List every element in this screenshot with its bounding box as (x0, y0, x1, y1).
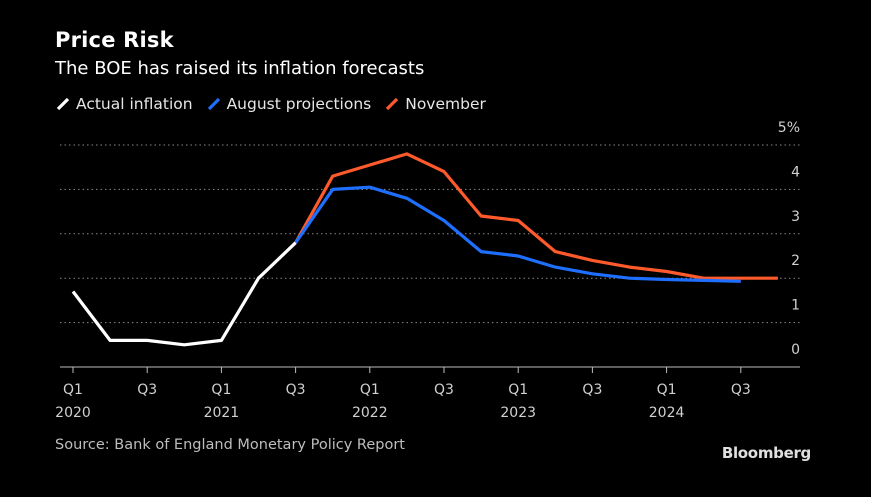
y-tick-label-0: 0 (791, 342, 800, 358)
x-tick-label-2023-Q1: Q1 (508, 382, 528, 398)
legend-swatch-november (386, 97, 399, 111)
legend-item-november: November (385, 95, 486, 113)
y-tick-label-3: 3 (791, 209, 800, 225)
chart-title: Price Risk (55, 28, 174, 52)
y-tick-label-4: 4 (791, 164, 800, 180)
x-tick-year-2020: 2020 (55, 405, 91, 421)
y-tick-label-2: 2 (791, 253, 800, 269)
legend-label-actual: Actual inflation (76, 95, 193, 113)
series-line-november (294, 152, 778, 280)
y-tick-label-5: 5% (778, 120, 800, 136)
legend-swatch-actual (56, 97, 70, 111)
legend-item-actual: Actual inflation (56, 95, 193, 113)
chart-subtitle: The BOE has raised its inflation forecas… (55, 58, 425, 79)
x-tick-year-2024: 2024 (649, 405, 685, 421)
x-tick-label-2020-Q3: Q3 (137, 382, 157, 398)
x-tick-year-2021: 2021 (204, 405, 240, 421)
chart-legend: Actual inflation August projections Nove… (56, 95, 500, 113)
source-note: Source: Bank of England Monetary Policy … (55, 437, 405, 453)
bloomberg-logo: Bloomberg (721, 444, 811, 462)
legend-swatch-august (207, 97, 220, 111)
legend-label-august: August projections (226, 95, 372, 113)
x-tick-label-2023-Q3: Q3 (582, 382, 602, 398)
series-line-actual-inflation (71, 241, 297, 347)
x-tick-label-2022-Q1: Q1 (360, 382, 380, 398)
series-line-august-projections (294, 185, 741, 283)
x-tick-label-2021-Q3: Q3 (286, 382, 306, 398)
x-tick-year-2023: 2023 (500, 405, 536, 421)
x-tick-label-2024-Q3: Q3 (731, 382, 751, 398)
legend-item-august: August projections (207, 95, 372, 113)
x-tick-label-2020-Q1: Q1 (63, 382, 83, 398)
x-tick-year-2022: 2022 (352, 405, 388, 421)
x-tick-label-2021-Q1: Q1 (211, 382, 231, 398)
y-tick-label-1: 1 (791, 298, 800, 314)
legend-label-november: November (405, 95, 486, 113)
x-tick-label-2024-Q1: Q1 (657, 382, 677, 398)
x-tick-label-2022-Q3: Q3 (434, 382, 454, 398)
